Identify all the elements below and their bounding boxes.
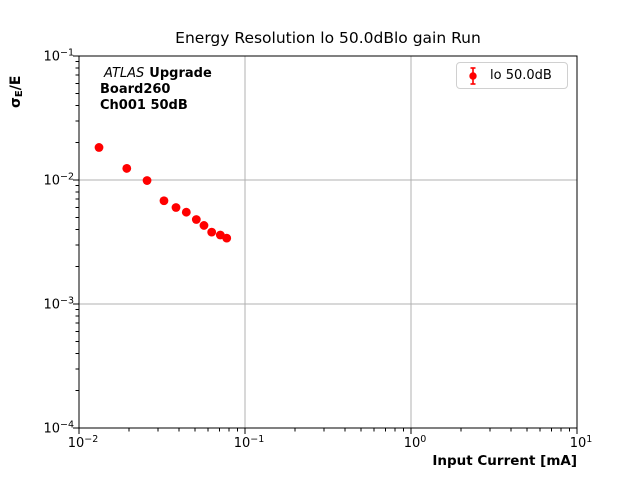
y-axis-label: σE/E bbox=[8, 76, 25, 108]
svg-text:10−2: 10−2 bbox=[43, 172, 74, 189]
ylabel-rest: /E bbox=[8, 75, 24, 91]
svg-text:10−1: 10−1 bbox=[43, 48, 74, 65]
annotation-line-1: ATLAS Upgrade bbox=[100, 66, 212, 82]
legend-box: lo 50.0dB bbox=[456, 62, 568, 89]
sigma-subscript: E bbox=[14, 90, 25, 98]
errorbar-marker-icon bbox=[469, 66, 477, 85]
annotation-line-3: Ch001 50dB bbox=[100, 98, 188, 113]
annotation-box: ATLAS Upgrade Board260 Ch001 50dB bbox=[100, 66, 212, 114]
svg-text:10−3: 10−3 bbox=[43, 296, 74, 313]
svg-text:10−2: 10−2 bbox=[68, 434, 99, 451]
legend-label: lo 50.0dB bbox=[490, 68, 552, 83]
svg-text:100: 100 bbox=[404, 434, 427, 451]
x-axis-label: Input Current [mA] bbox=[432, 453, 577, 469]
annotation-upgrade-text: Upgrade bbox=[149, 66, 212, 81]
sigma-symbol: σ bbox=[8, 97, 24, 108]
atlas-experiment-text: ATLAS bbox=[104, 66, 145, 81]
chart-title: Energy Resolution lo 50.0dBlo gain Run bbox=[175, 29, 481, 47]
annotation-line-2: Board260 bbox=[100, 82, 171, 97]
svg-text:10−1: 10−1 bbox=[234, 434, 265, 451]
svg-text:10−4: 10−4 bbox=[43, 420, 74, 437]
svg-text:101: 101 bbox=[570, 434, 593, 451]
